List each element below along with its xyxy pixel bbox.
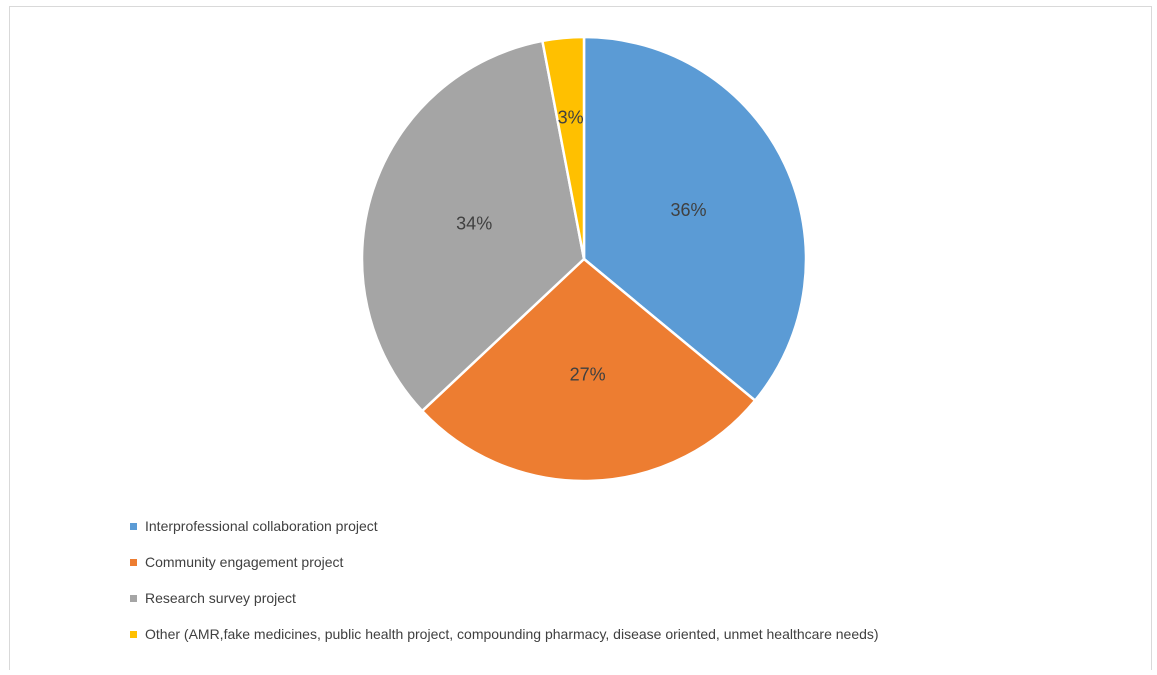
legend-label: Community engagement project [145, 554, 344, 570]
legend-swatch [130, 522, 137, 530]
pie-slice-other [541, 35, 586, 261]
data-label-research: 34% [456, 213, 492, 233]
pie-slice-research [360, 39, 586, 413]
data-label-other: 3% [558, 108, 584, 128]
legend-swatch [130, 558, 137, 566]
pie-chart: 36% 27% 34% 3% [360, 35, 808, 483]
legend-item-research: Research survey project [130, 589, 879, 607]
data-label-community: 27% [570, 364, 606, 384]
data-label-interprofessional: 36% [670, 200, 706, 220]
legend-label: Interprofessional collaboration project [145, 518, 378, 534]
pie-slices [360, 35, 808, 483]
chart-area [9, 6, 1152, 670]
legend-label: Research survey project [145, 590, 296, 606]
pie-slice-community [420, 257, 757, 483]
legend-label: Other (AMR,fake medicines, public health… [145, 626, 879, 642]
legend-item-interprofessional: Interprofessional collaboration project [130, 517, 879, 535]
pie-data-labels: 36% 27% 34% 3% [456, 108, 706, 385]
legend-swatch [130, 594, 137, 602]
pie-slice-interprofessional [582, 35, 808, 402]
legend-item-community: Community engagement project [130, 553, 879, 571]
legend: Interprofessional collaboration project C… [130, 517, 879, 661]
legend-swatch [130, 630, 137, 638]
legend-item-other: Other (AMR,fake medicines, public health… [130, 625, 879, 643]
